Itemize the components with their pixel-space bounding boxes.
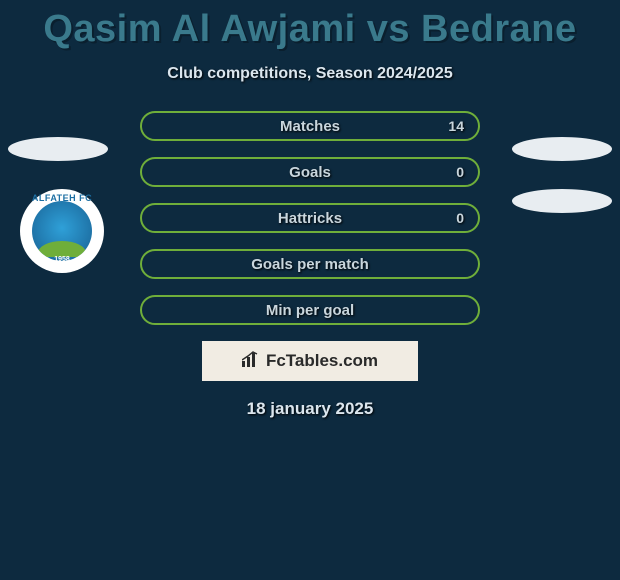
subtitle: Club competitions, Season 2024/2025 bbox=[0, 65, 620, 83]
stat-label: Min per goal bbox=[142, 297, 478, 323]
right-player-ellipse-1 bbox=[512, 137, 612, 161]
right-player-ellipse-2 bbox=[512, 189, 612, 213]
club-badge-year: 1958 bbox=[20, 256, 104, 263]
stat-value: 14 bbox=[448, 113, 464, 139]
club-badge: ALFATEH FC 1958 bbox=[20, 189, 104, 273]
stat-pill: Min per goal bbox=[140, 295, 480, 325]
stat-label: Goals per match bbox=[142, 251, 478, 277]
stat-pill: Goals0 bbox=[140, 157, 480, 187]
stat-value: 0 bbox=[456, 159, 464, 185]
page-title: Qasim Al Awjami vs Bedrane bbox=[0, 0, 620, 51]
stat-row: Min per goal bbox=[0, 295, 620, 325]
left-player-ellipse bbox=[8, 137, 108, 161]
stat-row: Matches14 bbox=[0, 111, 620, 141]
club-badge-inner bbox=[32, 201, 92, 261]
stats-grid: ALFATEH FC 1958 Matches14Goals0Hattricks… bbox=[0, 111, 620, 325]
attribution-text: FcTables.com bbox=[266, 351, 378, 371]
date-line: 18 january 2025 bbox=[0, 399, 620, 419]
stat-label: Hattricks bbox=[142, 205, 478, 231]
stat-value: 0 bbox=[456, 205, 464, 231]
stat-label: Matches bbox=[142, 113, 478, 139]
stat-pill: Hattricks0 bbox=[140, 203, 480, 233]
left-club-logo: ALFATEH FC 1958 bbox=[12, 181, 112, 281]
stat-pill: Matches14 bbox=[140, 111, 480, 141]
attribution-box: FcTables.com bbox=[202, 341, 418, 381]
bar-chart-icon bbox=[242, 351, 260, 372]
stat-pill: Goals per match bbox=[140, 249, 480, 279]
stat-label: Goals bbox=[142, 159, 478, 185]
